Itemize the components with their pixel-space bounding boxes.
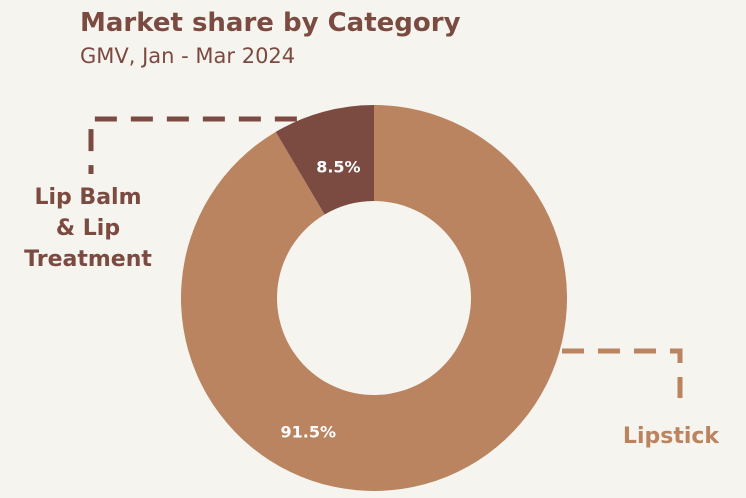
slice-lipstick [180, 105, 567, 491]
donut-callouts: Lip Balm & Lip Treatment Lipstick [24, 116, 721, 449]
donut-slice-labels: 91.5% 8.5% [280, 157, 360, 441]
chart-subtitle: GMV, Jan - Mar 2024 [80, 44, 296, 68]
chart-title: Market share by Category [80, 8, 461, 38]
data-label-lipstick: 91.5% [280, 422, 336, 441]
callout-label-lipstick: Lipstick [623, 424, 721, 449]
callout-label-lip-balm-lip-treatment: Lip Balm & Lip Treatment [24, 185, 152, 272]
donut-slices [180, 105, 567, 491]
data-label-lip-balm-lip-treatment: 8.5% [316, 157, 360, 176]
leader-line-lipstick [562, 348, 683, 398]
slice-lip-balm-lip-treatment [275, 105, 374, 215]
